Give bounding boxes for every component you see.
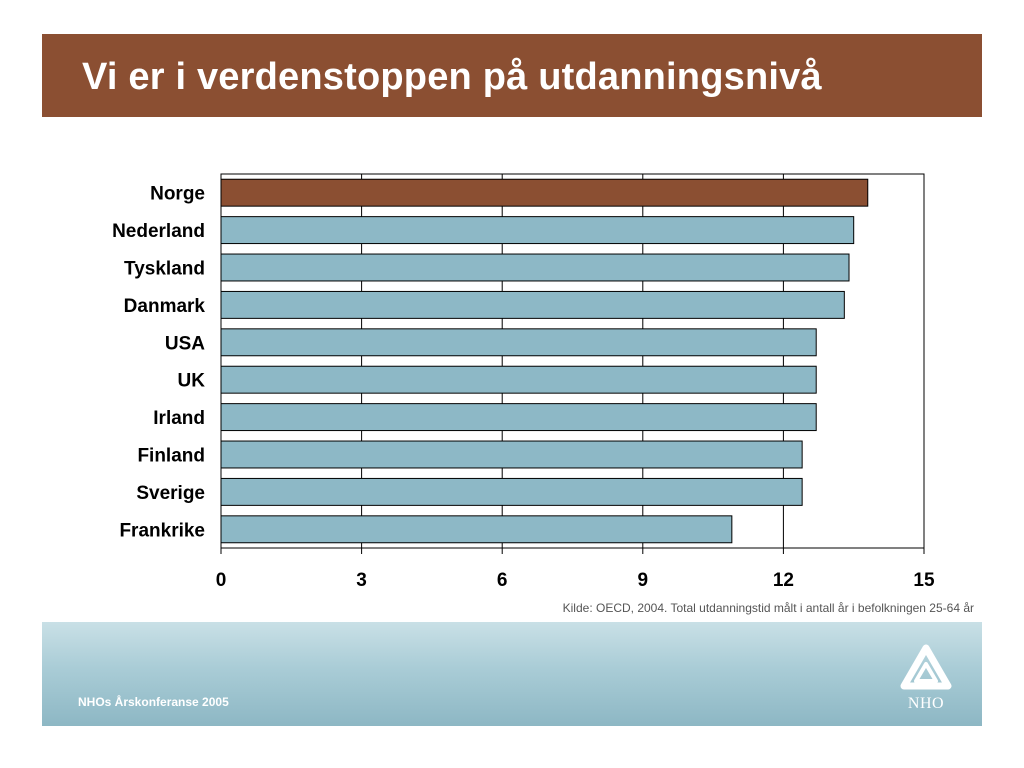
footer-text: NHOs Årskonferanse 2005 xyxy=(78,695,229,709)
x-tick-label: 6 xyxy=(497,570,508,591)
category-label: Irland xyxy=(153,408,205,429)
bar-usa xyxy=(220,328,817,357)
bar-chart: Norge Nederland Tyskland Danmark USA UK Irland… xyxy=(112,173,935,591)
bar-sverige xyxy=(220,477,803,506)
category-label: USA xyxy=(165,333,205,354)
category-label: Finland xyxy=(137,446,205,467)
category-label: Tyskland xyxy=(124,259,205,280)
category-label: Nederland xyxy=(112,221,205,242)
bar-tyskland xyxy=(220,253,850,282)
slide-title: Vi er i verdenstoppen på utdanningsnivå xyxy=(82,56,822,98)
x-tick-label: 0 xyxy=(216,570,227,591)
footer-band: NHOs Årskonferanse 2005 NHO xyxy=(42,622,982,726)
bar-finland xyxy=(220,440,803,469)
logo-text: NHO xyxy=(907,695,945,712)
title-bar: Vi er i verdenstoppen på utdanningsnivå xyxy=(42,34,982,117)
category-label: Danmark xyxy=(124,296,206,317)
x-tick-label: 12 xyxy=(773,570,794,591)
bar-uk xyxy=(220,365,817,394)
category-label: Norge xyxy=(150,184,205,205)
bar-danmark xyxy=(220,290,845,319)
bar-irland xyxy=(220,403,817,432)
x-tick-label: 3 xyxy=(356,570,367,591)
category-label: UK xyxy=(178,371,206,392)
category-label: Frankrike xyxy=(119,520,205,541)
plot-frame xyxy=(220,173,925,549)
bar-frankrike xyxy=(220,515,733,544)
category-label: Sverige xyxy=(136,483,205,504)
x-tick-label: 15 xyxy=(913,570,935,591)
nho-logo-icon xyxy=(900,644,952,690)
bar-nederland xyxy=(220,216,855,245)
x-tick-label: 9 xyxy=(638,570,649,591)
nho-logo: NHO xyxy=(898,644,954,714)
bar-norge xyxy=(220,178,869,207)
source-note: Kilde: OECD, 2004. Total utdanningstid m… xyxy=(562,601,974,615)
